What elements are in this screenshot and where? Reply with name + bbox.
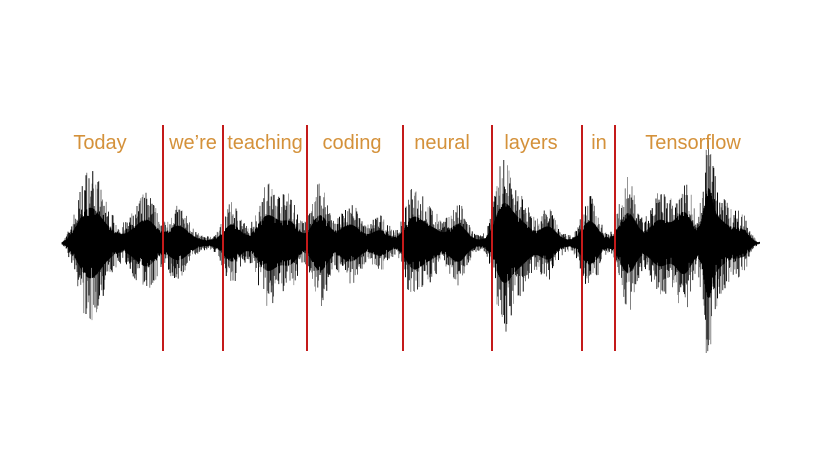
word-label: Tensorflow [645, 132, 741, 154]
word-label: teaching [227, 132, 303, 154]
word-label: coding [322, 132, 382, 154]
word-label: layers [504, 132, 558, 154]
word-label: Today [73, 132, 127, 154]
word-label: neural [414, 132, 470, 154]
waveform-trace [61, 140, 760, 354]
word-label: we’re [169, 132, 217, 154]
word-label: in [591, 132, 607, 154]
